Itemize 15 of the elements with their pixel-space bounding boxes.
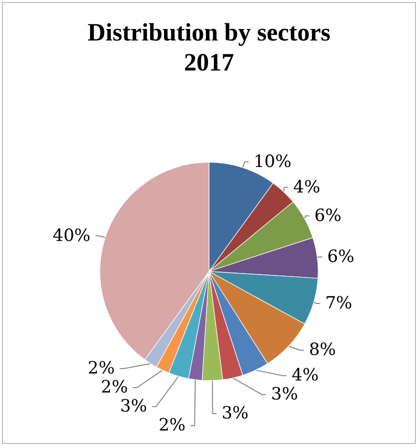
data-label: 3% <box>120 396 148 417</box>
data-label: 3% <box>270 384 298 405</box>
chart-title: Distribution by sectors 2017 <box>87 20 331 76</box>
data-label: 6% <box>314 206 342 226</box>
data-label: 8% <box>308 340 336 360</box>
data-label: 2% <box>158 416 186 436</box>
data-label: 10% <box>254 152 292 172</box>
data-label: 40% <box>52 226 90 246</box>
data-label: 6% <box>327 246 354 267</box>
data-label: 7% <box>325 294 352 314</box>
data-label: 2% <box>88 358 115 379</box>
data-label: 4% <box>293 177 320 198</box>
data-label: 3% <box>222 404 249 424</box>
data-label: 4% <box>292 366 319 386</box>
data-label: 2% <box>100 378 128 398</box>
